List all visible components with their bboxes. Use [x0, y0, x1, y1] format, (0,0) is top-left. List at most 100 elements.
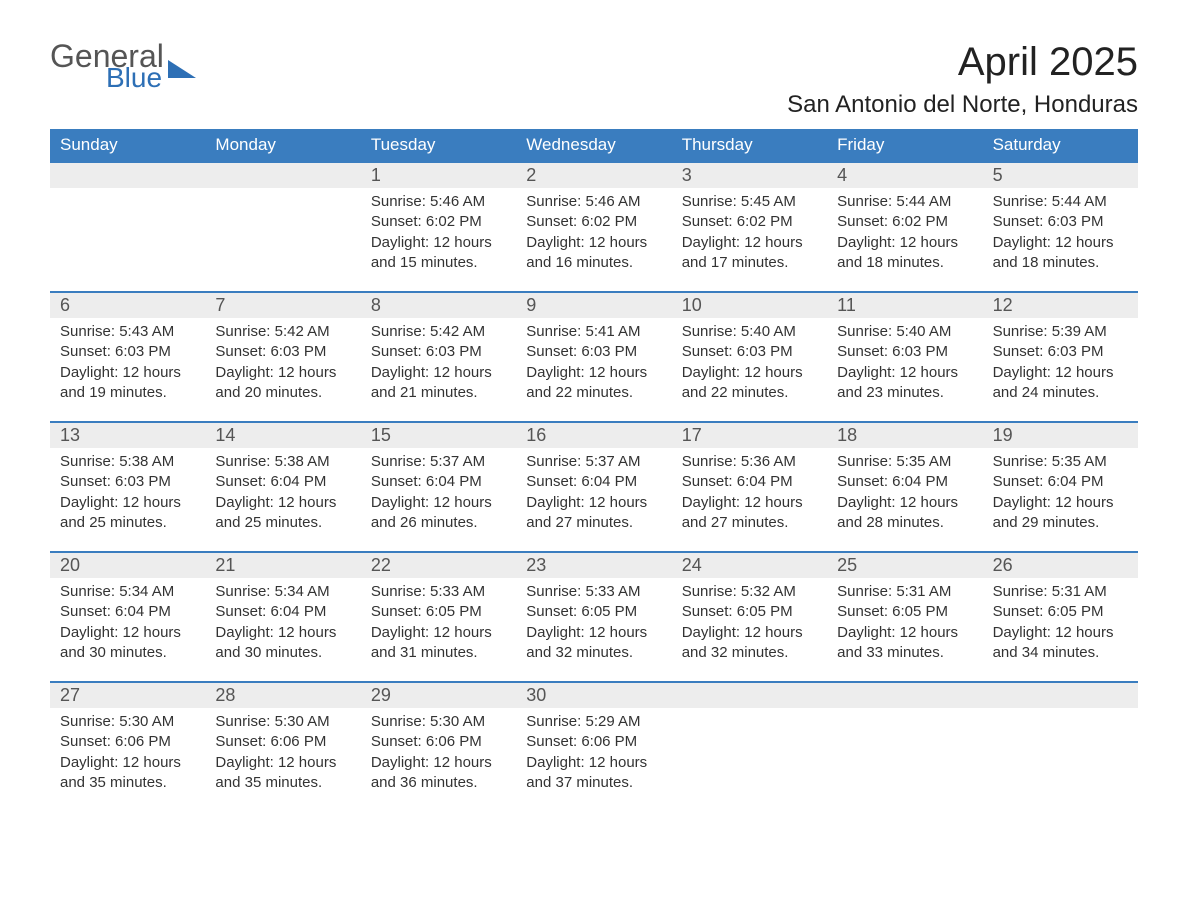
daylight-text: Daylight: 12 hours and 16 minutes.	[526, 233, 661, 274]
day-number: 5	[983, 163, 1138, 188]
day-number	[50, 163, 205, 188]
sunset-text: Sunset: 6:03 PM	[526, 342, 661, 362]
sunset-text: Sunset: 6:03 PM	[993, 212, 1128, 232]
logo-text: General Blue	[50, 40, 164, 92]
day-detail: Sunrise: 5:39 AMSunset: 6:03 PMDaylight:…	[983, 318, 1138, 411]
sunset-text: Sunset: 6:05 PM	[837, 602, 972, 622]
sunrise-text: Sunrise: 5:38 AM	[60, 452, 195, 472]
sunset-text: Sunset: 6:03 PM	[371, 342, 506, 362]
sunset-text: Sunset: 6:06 PM	[371, 732, 506, 752]
sunrise-text: Sunrise: 5:41 AM	[526, 322, 661, 342]
day-detail: Sunrise: 5:30 AMSunset: 6:06 PMDaylight:…	[361, 708, 516, 801]
calendar-week: 20212223242526Sunrise: 5:34 AMSunset: 6:…	[50, 551, 1138, 671]
daylight-text: Daylight: 12 hours and 25 minutes.	[60, 493, 195, 534]
day-header: Thursday	[672, 129, 827, 161]
day-number: 19	[983, 423, 1138, 448]
day-number: 30	[516, 683, 671, 708]
day-number: 17	[672, 423, 827, 448]
day-number: 11	[827, 293, 982, 318]
sunrise-text: Sunrise: 5:29 AM	[526, 712, 661, 732]
sunrise-text: Sunrise: 5:36 AM	[682, 452, 817, 472]
sunrise-text: Sunrise: 5:43 AM	[60, 322, 195, 342]
sunset-text: Sunset: 6:05 PM	[526, 602, 661, 622]
day-detail-row: Sunrise: 5:34 AMSunset: 6:04 PMDaylight:…	[50, 578, 1138, 671]
daylight-text: Daylight: 12 hours and 25 minutes.	[215, 493, 350, 534]
sunrise-text: Sunrise: 5:46 AM	[526, 192, 661, 212]
day-number: 28	[205, 683, 360, 708]
sunrise-text: Sunrise: 5:33 AM	[371, 582, 506, 602]
day-number: 12	[983, 293, 1138, 318]
day-number: 20	[50, 553, 205, 578]
sunset-text: Sunset: 6:03 PM	[60, 472, 195, 492]
day-detail: Sunrise: 5:35 AMSunset: 6:04 PMDaylight:…	[827, 448, 982, 541]
calendar-week: 27282930Sunrise: 5:30 AMSunset: 6:06 PMD…	[50, 681, 1138, 801]
daylight-text: Daylight: 12 hours and 22 minutes.	[682, 363, 817, 404]
day-number: 2	[516, 163, 671, 188]
daylight-text: Daylight: 12 hours and 27 minutes.	[682, 493, 817, 534]
day-detail: Sunrise: 5:46 AMSunset: 6:02 PMDaylight:…	[516, 188, 671, 281]
day-number: 3	[672, 163, 827, 188]
day-header: Tuesday	[361, 129, 516, 161]
day-detail: Sunrise: 5:31 AMSunset: 6:05 PMDaylight:…	[827, 578, 982, 671]
page-header: General Blue April 2025 San Antonio del …	[50, 40, 1138, 119]
sunset-text: Sunset: 6:03 PM	[993, 342, 1128, 362]
sunrise-text: Sunrise: 5:33 AM	[526, 582, 661, 602]
day-detail-row: Sunrise: 5:38 AMSunset: 6:03 PMDaylight:…	[50, 448, 1138, 541]
sunset-text: Sunset: 6:04 PM	[371, 472, 506, 492]
daylight-text: Daylight: 12 hours and 30 minutes.	[215, 623, 350, 664]
sunrise-text: Sunrise: 5:44 AM	[993, 192, 1128, 212]
day-detail	[827, 708, 982, 801]
day-number: 10	[672, 293, 827, 318]
sunrise-text: Sunrise: 5:42 AM	[371, 322, 506, 342]
sunrise-text: Sunrise: 5:38 AM	[215, 452, 350, 472]
sunset-text: Sunset: 6:06 PM	[60, 732, 195, 752]
day-number: 16	[516, 423, 671, 448]
day-number: 18	[827, 423, 982, 448]
day-header: Sunday	[50, 129, 205, 161]
calendar-week: 13141516171819Sunrise: 5:38 AMSunset: 6:…	[50, 421, 1138, 541]
day-detail: Sunrise: 5:30 AMSunset: 6:06 PMDaylight:…	[205, 708, 360, 801]
day-header: Saturday	[983, 129, 1138, 161]
daylight-text: Daylight: 12 hours and 32 minutes.	[682, 623, 817, 664]
day-detail: Sunrise: 5:42 AMSunset: 6:03 PMDaylight:…	[361, 318, 516, 411]
sunrise-text: Sunrise: 5:35 AM	[837, 452, 972, 472]
day-detail: Sunrise: 5:31 AMSunset: 6:05 PMDaylight:…	[983, 578, 1138, 671]
day-number: 8	[361, 293, 516, 318]
daylight-text: Daylight: 12 hours and 17 minutes.	[682, 233, 817, 274]
sunset-text: Sunset: 6:03 PM	[60, 342, 195, 362]
sunrise-text: Sunrise: 5:40 AM	[682, 322, 817, 342]
day-number-row: 27282930	[50, 681, 1138, 708]
day-number: 24	[672, 553, 827, 578]
daylight-text: Daylight: 12 hours and 26 minutes.	[371, 493, 506, 534]
sunset-text: Sunset: 6:04 PM	[682, 472, 817, 492]
sunrise-text: Sunrise: 5:46 AM	[371, 192, 506, 212]
sunset-text: Sunset: 6:02 PM	[526, 212, 661, 232]
day-number-row: 20212223242526	[50, 551, 1138, 578]
day-number: 13	[50, 423, 205, 448]
day-detail: Sunrise: 5:33 AMSunset: 6:05 PMDaylight:…	[361, 578, 516, 671]
sunrise-text: Sunrise: 5:37 AM	[526, 452, 661, 472]
day-number	[827, 683, 982, 708]
day-number	[205, 163, 360, 188]
day-detail: Sunrise: 5:40 AMSunset: 6:03 PMDaylight:…	[672, 318, 827, 411]
daylight-text: Daylight: 12 hours and 30 minutes.	[60, 623, 195, 664]
sunrise-text: Sunrise: 5:44 AM	[837, 192, 972, 212]
day-detail: Sunrise: 5:38 AMSunset: 6:04 PMDaylight:…	[205, 448, 360, 541]
day-detail: Sunrise: 5:37 AMSunset: 6:04 PMDaylight:…	[361, 448, 516, 541]
day-number: 27	[50, 683, 205, 708]
day-number: 26	[983, 553, 1138, 578]
day-number: 21	[205, 553, 360, 578]
daylight-text: Daylight: 12 hours and 35 minutes.	[60, 753, 195, 794]
sunrise-text: Sunrise: 5:34 AM	[215, 582, 350, 602]
day-number	[983, 683, 1138, 708]
day-detail: Sunrise: 5:37 AMSunset: 6:04 PMDaylight:…	[516, 448, 671, 541]
sunrise-text: Sunrise: 5:35 AM	[993, 452, 1128, 472]
daylight-text: Daylight: 12 hours and 31 minutes.	[371, 623, 506, 664]
sunrise-text: Sunrise: 5:30 AM	[371, 712, 506, 732]
sunrise-text: Sunrise: 5:34 AM	[60, 582, 195, 602]
day-number-row: 6789101112	[50, 291, 1138, 318]
day-number: 23	[516, 553, 671, 578]
sunset-text: Sunset: 6:06 PM	[215, 732, 350, 752]
daylight-text: Daylight: 12 hours and 33 minutes.	[837, 623, 972, 664]
sunset-text: Sunset: 6:06 PM	[526, 732, 661, 752]
